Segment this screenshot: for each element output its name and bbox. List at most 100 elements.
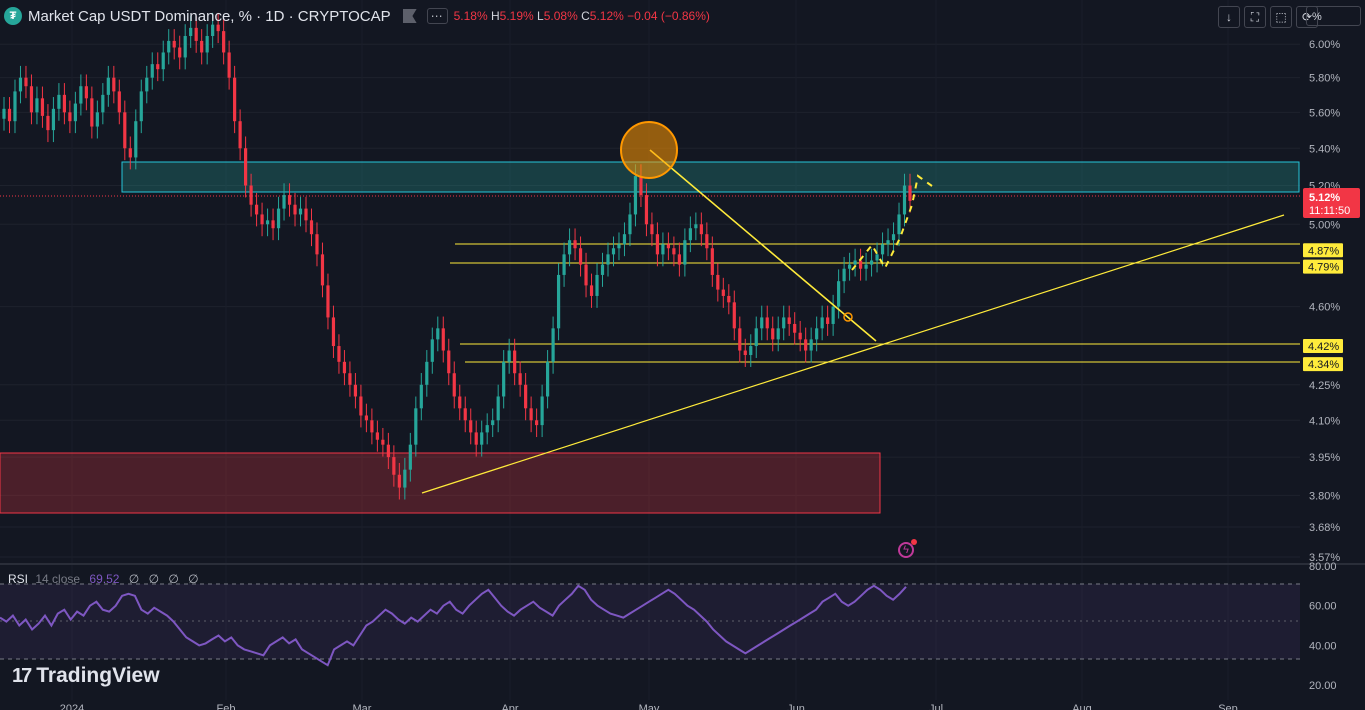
candle-body <box>7 108 12 122</box>
candle-body <box>441 328 445 351</box>
candle-body <box>820 317 824 329</box>
candle-body <box>408 444 412 470</box>
candle-body <box>782 317 786 329</box>
candle-body <box>831 306 835 324</box>
level-tag-bg-2 <box>1303 339 1343 354</box>
time-axis[interactable]: 2024 Feb Mar Apr May Jun Jul Aug Sep <box>60 703 1238 710</box>
symbol-header[interactable]: ₮ Market Cap USDT Dominance, % · 1D · CR… <box>4 4 710 28</box>
candle-body <box>897 214 901 235</box>
high-value: 5.19% <box>499 9 534 23</box>
y-tick-10: 3.80% <box>1309 490 1340 502</box>
level-tag-bg-1 <box>1303 259 1343 274</box>
more-icon[interactable]: ⋯ <box>426 8 448 24</box>
candle-body <box>249 185 253 205</box>
candle-body <box>95 112 99 127</box>
candle-body <box>57 94 61 109</box>
candle-body <box>644 195 649 225</box>
candle-body <box>524 384 528 409</box>
level-tag-0: 4.87% <box>1308 245 1339 257</box>
ascending-trendline <box>421 214 1285 494</box>
fullscreen-icon[interactable]: ⛶ <box>1244 6 1266 28</box>
download-icon[interactable]: ↓ <box>1218 6 1240 28</box>
dashed-projection <box>851 174 933 271</box>
candle-body <box>469 420 473 433</box>
candle-body <box>337 346 341 362</box>
candle-body <box>622 234 627 245</box>
price-axis[interactable]: 6.00%5.80%5.60%5.40%5.20%5.00%4.60%4.25%… <box>1309 39 1340 564</box>
candle-body <box>749 346 753 356</box>
candle-body <box>117 91 121 113</box>
candle-body <box>62 94 66 113</box>
candle-body <box>556 274 561 329</box>
candle-body <box>90 98 94 127</box>
support-zone <box>0 452 881 514</box>
candle-body <box>869 260 874 265</box>
candle-body <box>128 148 132 158</box>
candle-body <box>73 103 77 122</box>
x-tick-3: Apr <box>501 703 518 710</box>
candle-body <box>244 148 248 186</box>
candle-body <box>276 208 281 229</box>
rsi-tick-3: 20.00 <box>1309 680 1337 692</box>
candle-body <box>513 350 517 374</box>
candle-body <box>265 220 270 225</box>
candle-body <box>864 264 868 269</box>
rsi-name: RSI <box>8 572 29 586</box>
rsi-pane[interactable]: 80.00 60.00 40.00 20.00 <box>0 561 1337 692</box>
rsi-legend[interactable]: RSI 14 close 69.52 ∅ ∅ ∅ ∅ <box>8 572 202 586</box>
flag-icon[interactable] <box>402 9 417 23</box>
y-tick-0: 6.00% <box>1309 39 1340 51</box>
low-label: L <box>537 9 544 23</box>
candle-body <box>29 86 34 113</box>
candle-body <box>562 254 566 275</box>
level-tag-3: 4.34% <box>1308 359 1339 371</box>
scale-unit-select[interactable]: % <box>1306 6 1361 26</box>
candle-body <box>189 27 193 36</box>
high-label: H <box>490 9 500 23</box>
level-tag-2: 4.42% <box>1308 341 1339 353</box>
candle-body <box>743 350 747 356</box>
candle-body <box>578 248 583 265</box>
chart-toolbar: ↓ ⛶ ⬚ ⟳ <box>1218 6 1318 28</box>
candle-body <box>414 408 418 445</box>
candle-body <box>809 339 813 351</box>
level-tag-bg-3 <box>1303 357 1343 372</box>
candle-body <box>699 224 703 235</box>
candle-body <box>386 444 390 458</box>
candle-body <box>309 220 314 235</box>
candle-body <box>106 77 110 95</box>
alert-bolt-icon[interactable]: ϟ <box>898 539 917 558</box>
candle-body <box>886 240 890 245</box>
candle-body <box>535 420 539 426</box>
rsi-tick-2: 40.00 <box>1309 640 1337 652</box>
candle-body <box>35 98 39 113</box>
candle-body <box>375 432 379 440</box>
candle-body <box>573 240 577 249</box>
rsi-tick-0: 80.00 <box>1309 561 1337 573</box>
candle-body <box>167 40 171 53</box>
candle-body <box>436 328 440 340</box>
candle-body <box>419 384 423 409</box>
candle-body <box>282 195 286 209</box>
last-price-value: 5.12% <box>1309 192 1340 204</box>
candle-body <box>452 373 456 397</box>
candle-body <box>254 204 259 215</box>
candle-body <box>326 285 330 318</box>
candle-body <box>370 420 374 433</box>
candle-body <box>875 254 879 261</box>
candle-body <box>271 220 275 229</box>
snapshot-icon[interactable]: ⬚ <box>1270 6 1292 28</box>
candle-body <box>287 195 292 205</box>
candle-body <box>101 94 105 113</box>
candle-body <box>359 396 363 416</box>
candle-body <box>902 185 907 215</box>
candle-body <box>540 396 544 426</box>
candle-body <box>315 234 319 255</box>
symbol-title[interactable]: Market Cap USDT Dominance, % · 1D · CRYP… <box>28 7 391 25</box>
candle-body <box>738 328 742 351</box>
low-value: 5.08% <box>543 9 578 23</box>
y-tick-1: 5.80% <box>1309 73 1340 85</box>
candle-body <box>661 244 665 255</box>
candle-body <box>760 317 764 329</box>
